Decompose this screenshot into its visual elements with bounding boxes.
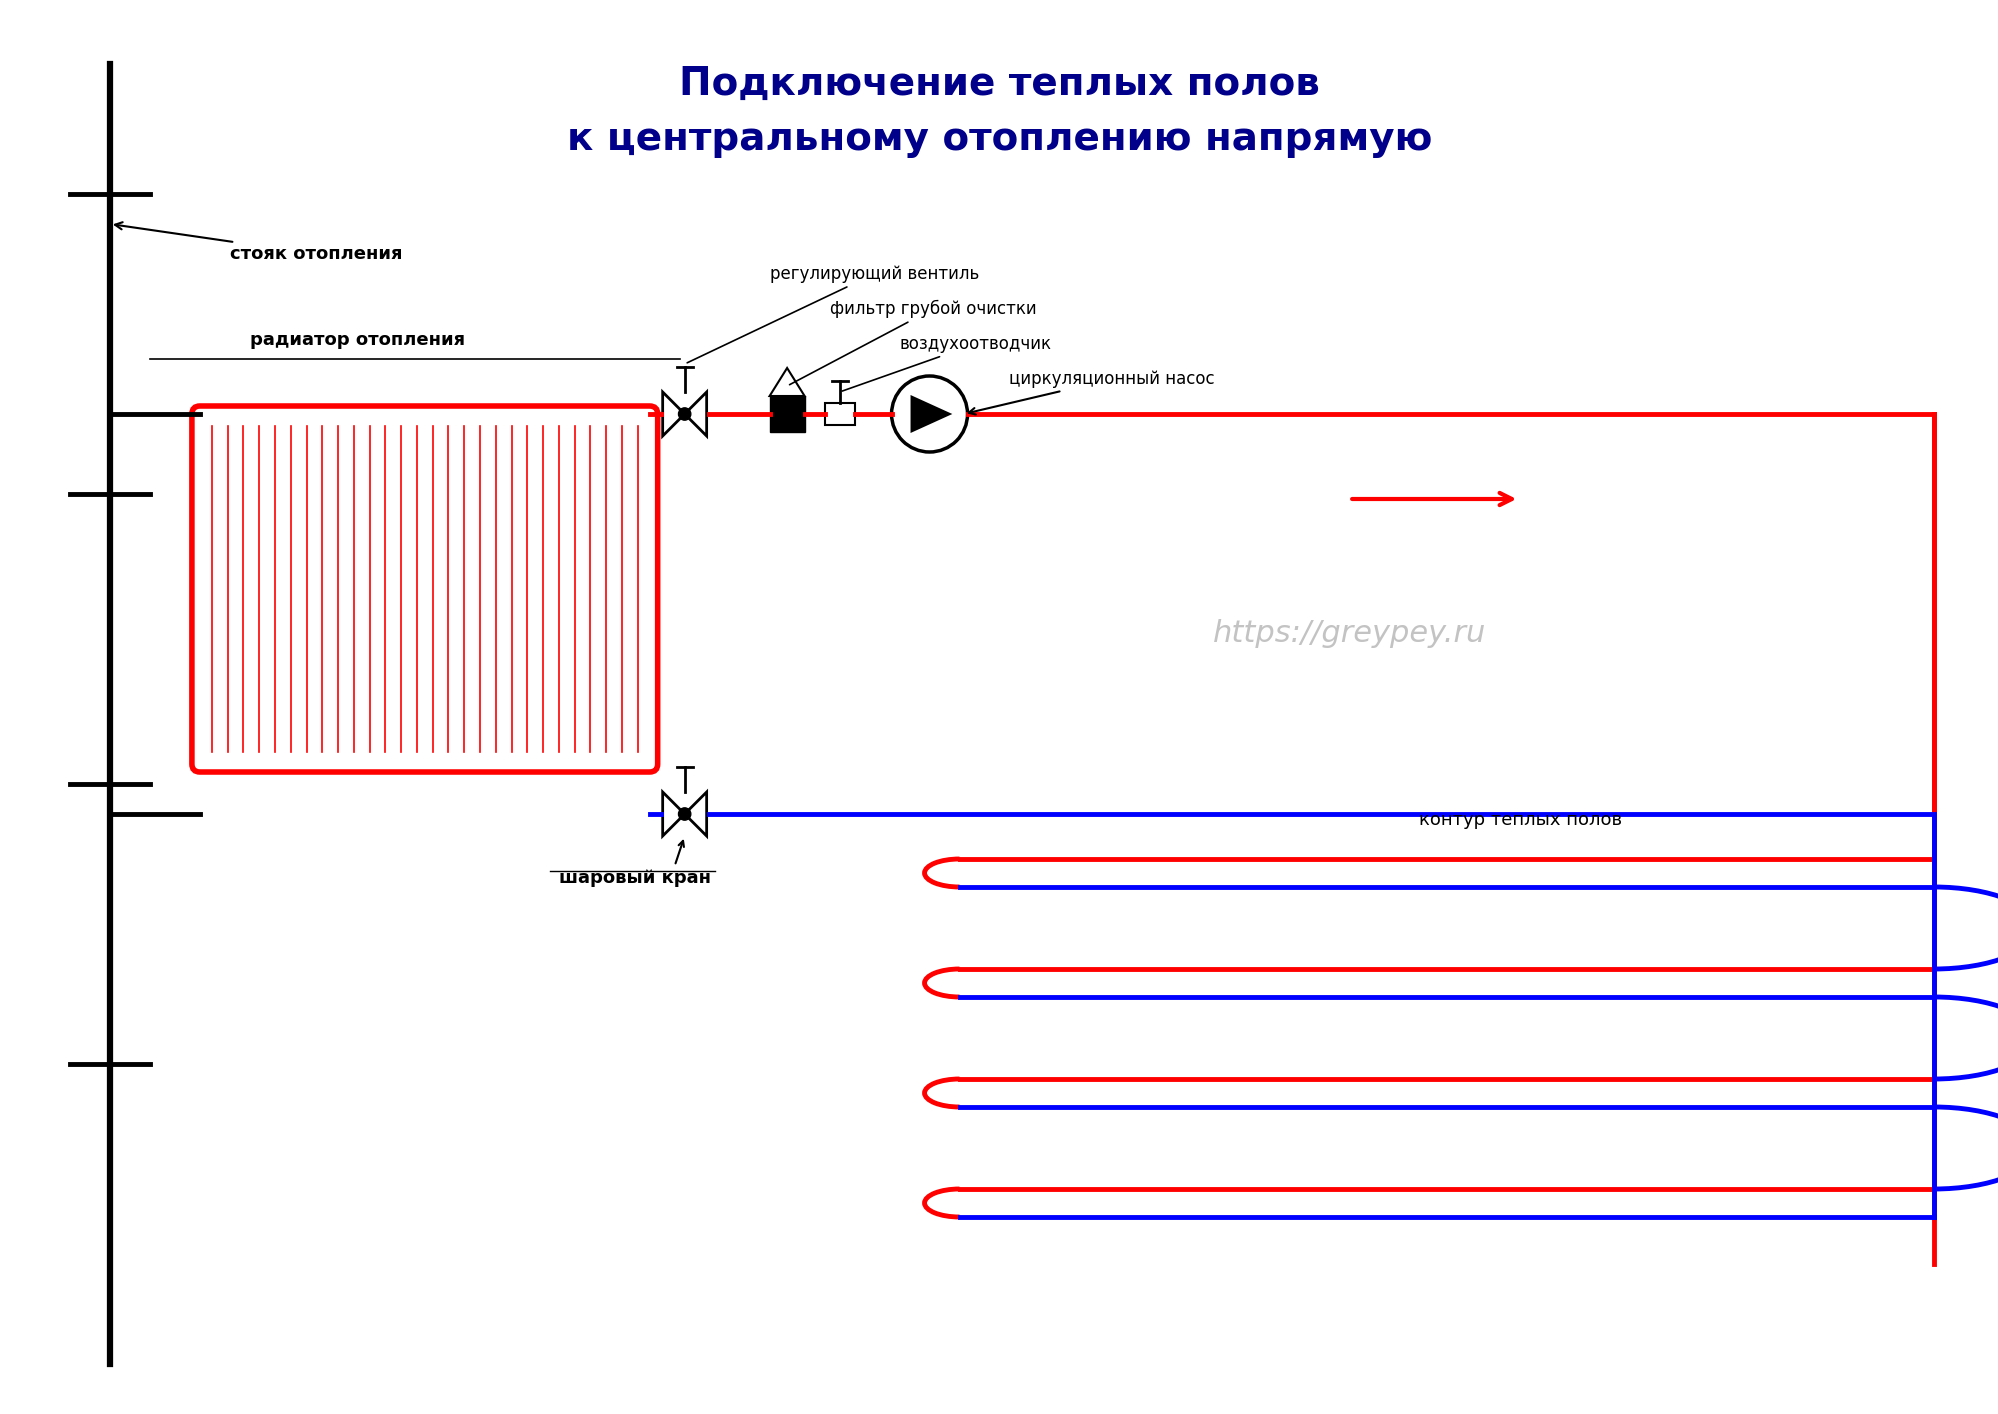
- Polygon shape: [769, 368, 803, 396]
- Circle shape: [677, 807, 691, 820]
- Polygon shape: [661, 792, 683, 836]
- Bar: [769, 396, 803, 433]
- Text: радиатор отопления: радиатор отопления: [250, 331, 466, 349]
- FancyBboxPatch shape: [192, 406, 657, 772]
- Text: к центральному отоплению напрямую: к центральному отоплению напрямую: [567, 120, 1431, 158]
- Text: Подключение теплых полов: Подключение теплых полов: [679, 65, 1319, 103]
- Bar: [823, 403, 855, 426]
- Text: https://greypey.ru: https://greypey.ru: [1213, 619, 1485, 649]
- Text: воздухоотводчик: воздухоотводчик: [841, 335, 1051, 392]
- Text: шаровый кран: шаровый кран: [557, 870, 711, 887]
- Circle shape: [891, 376, 967, 452]
- Text: регулирующий вентиль: регулирующий вентиль: [687, 264, 979, 363]
- Text: циркуляционный насос: циркуляционный насос: [969, 370, 1215, 414]
- Text: фильтр грубой очистки: фильтр грубой очистки: [789, 300, 1035, 385]
- Polygon shape: [911, 395, 951, 433]
- Polygon shape: [661, 392, 683, 436]
- Text: контур теплых полов: контур теплых полов: [1419, 812, 1622, 829]
- Text: стояк отопления: стояк отопления: [116, 222, 402, 263]
- Polygon shape: [683, 792, 707, 836]
- Polygon shape: [683, 392, 707, 436]
- Circle shape: [677, 407, 691, 420]
